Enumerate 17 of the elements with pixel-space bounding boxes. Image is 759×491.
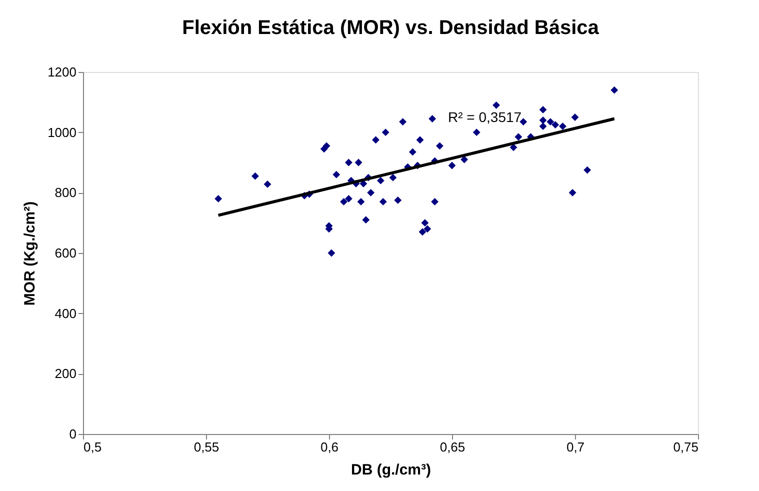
x-tick-label: 0,6 — [320, 440, 339, 454]
y-tick-label: 400 — [54, 306, 76, 321]
x-tick-label: 0,65 — [440, 440, 466, 454]
x-axis-title: DB (g./cm³) — [351, 462, 431, 478]
chart-title: Flexión Estática (MOR) vs. Densidad Básica — [182, 17, 600, 39]
y-tick-label: 800 — [54, 185, 76, 200]
y-tick-label: 0 — [69, 426, 76, 442]
y-tick-label: 600 — [54, 246, 76, 260]
y-tick-label: 1000 — [48, 124, 76, 140]
annotation: R² = 0,3517 — [448, 109, 522, 125]
x-tick-label: 0,55 — [194, 440, 220, 454]
y-tick-label: 1200 — [48, 64, 76, 80]
x-tick-label: 0,7 — [566, 440, 585, 454]
y-axis-title: MOR (Kg./cm²) — [22, 201, 39, 306]
y-tick-label: 200 — [54, 366, 76, 382]
x-tick-label: 0,5 — [84, 440, 102, 454]
x-tick-label: 0,75 — [673, 440, 698, 454]
